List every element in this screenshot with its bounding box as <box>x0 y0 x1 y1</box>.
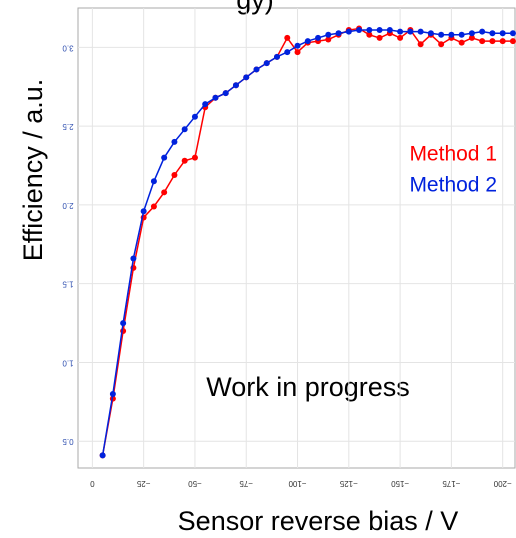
marker <box>499 30 506 37</box>
x-tick-label: −125 <box>339 479 358 488</box>
marker <box>438 41 445 48</box>
marker <box>417 28 424 35</box>
marker <box>366 31 373 38</box>
x-tick-label: −200 <box>493 479 512 488</box>
marker <box>222 90 229 97</box>
marker <box>120 320 127 327</box>
marker <box>438 31 445 38</box>
marker <box>479 28 486 35</box>
marker <box>161 189 168 196</box>
legend-label: Method 2 <box>409 174 497 197</box>
x-tick-label: −75 <box>239 479 253 488</box>
y-tick-label: 1.5 <box>62 280 74 289</box>
y-tick-label: 3.0 <box>62 43 74 52</box>
x-tick-label: −50 <box>188 479 202 488</box>
marker <box>376 27 383 34</box>
marker <box>99 452 106 459</box>
marker <box>294 42 301 49</box>
marker <box>171 171 178 178</box>
marker <box>325 31 332 38</box>
marker <box>458 31 465 38</box>
marker <box>294 49 301 56</box>
marker <box>140 208 147 215</box>
marker <box>150 203 157 210</box>
marker <box>181 157 188 164</box>
marker <box>499 38 506 45</box>
marker <box>489 30 496 37</box>
marker <box>427 30 434 37</box>
marker <box>325 36 332 43</box>
y-tick-label: 2.5 <box>62 122 74 131</box>
marker <box>468 30 475 37</box>
marker <box>304 38 311 45</box>
y-axis-label: Efficiency / a.u. <box>18 79 48 262</box>
marker <box>397 34 404 41</box>
x-tick-label: 0 <box>90 479 95 488</box>
x-axis-label: Sensor reverse bias / V <box>178 506 459 536</box>
marker <box>202 101 209 108</box>
marker <box>171 138 178 145</box>
marker <box>109 390 116 397</box>
marker <box>150 178 157 185</box>
y-tick-label: 1.0 <box>62 358 74 367</box>
marker <box>407 28 414 35</box>
x-tick-label: −100 <box>288 479 307 488</box>
marker <box>315 34 322 41</box>
marker <box>458 39 465 46</box>
marker <box>274 53 281 60</box>
marker <box>397 28 404 35</box>
chart-title: gy) <box>236 0 274 15</box>
marker <box>479 38 486 45</box>
marker <box>345 28 352 35</box>
marker <box>386 27 393 34</box>
marker <box>263 60 270 67</box>
marker <box>161 154 168 161</box>
marker <box>356 27 363 34</box>
annotation: Work in progress <box>206 372 410 402</box>
marker <box>284 49 291 56</box>
x-tick-label: −175 <box>442 479 461 488</box>
marker <box>489 38 496 45</box>
legend-label: Method 1 <box>409 143 497 166</box>
marker <box>509 38 516 45</box>
marker <box>366 27 373 34</box>
marker <box>181 126 188 133</box>
marker <box>335 30 342 37</box>
x-tick-label: −25 <box>136 479 150 488</box>
plot-area <box>77 7 516 469</box>
marker <box>417 41 424 48</box>
marker <box>468 34 475 41</box>
x-tick-label: −150 <box>391 479 410 488</box>
marker <box>448 31 455 38</box>
marker <box>191 154 198 161</box>
marker <box>243 74 250 81</box>
marker <box>191 113 198 120</box>
marker <box>212 94 219 101</box>
marker <box>232 82 239 89</box>
marker <box>253 66 260 73</box>
marker <box>376 34 383 41</box>
y-tick-label: 0.5 <box>62 437 74 446</box>
marker <box>509 30 516 37</box>
marker <box>284 34 291 41</box>
y-tick-label: 2.0 <box>62 201 74 210</box>
marker <box>130 255 137 262</box>
